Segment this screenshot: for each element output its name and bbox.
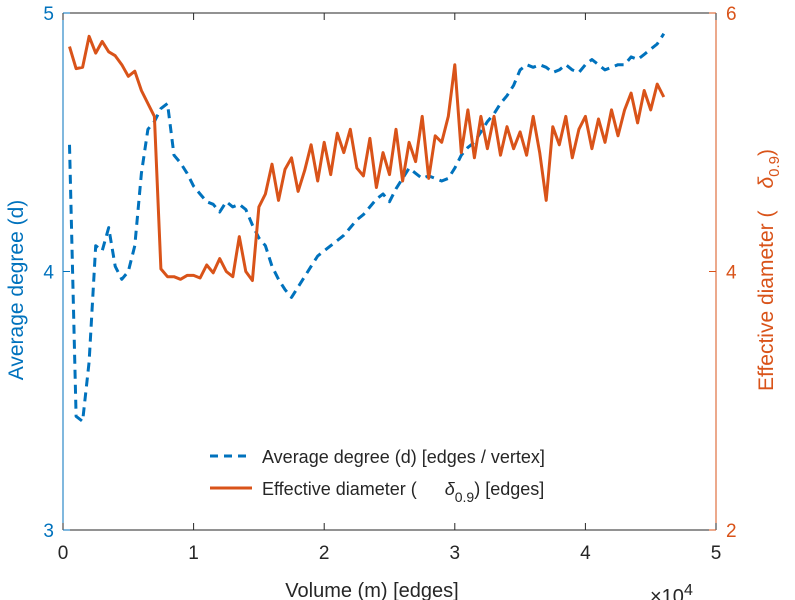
- legend: Average degree (d) [edges / vertex] Effe…: [210, 447, 545, 505]
- y-ticks-left: 3 4 5: [43, 4, 70, 542]
- y-left-tick-label: 3: [43, 521, 54, 542]
- x-tick-label: 4: [580, 543, 591, 564]
- y-axis-label-right-prefix: Effective diameter (: [755, 211, 778, 392]
- y-axis-label-right-suffix: ): [755, 149, 778, 156]
- y-right-tick-label: 4: [726, 263, 737, 284]
- y-right-tick-label: 2: [726, 521, 737, 542]
- legend-label-eff-diameter: Effective diameter ( δ0.9) [edges]: [262, 479, 544, 505]
- legend-label-avg-degree: Average degree (d) [edges / vertex]: [262, 447, 545, 467]
- x-tick-label: 0: [58, 543, 69, 564]
- legend-eff-symbol: δ: [445, 479, 456, 499]
- y-left-tick-label: 5: [43, 4, 54, 25]
- series-layer: [68, 32, 666, 423]
- legend-eff-sub: 0.9: [455, 489, 475, 505]
- x-axis-label: Volume (m) [edges]: [285, 580, 458, 600]
- y-right-tick-label: 6: [726, 4, 737, 25]
- series-line-eff-diameter: [68, 34, 666, 282]
- x-tick-label: 3: [450, 543, 461, 564]
- x-tick-label: 1: [188, 543, 199, 564]
- x-tick-label: 2: [319, 543, 330, 564]
- legend-eff-prefix: Effective diameter (: [262, 479, 417, 499]
- x-tick-label: 5: [711, 543, 722, 564]
- y-axis-label-right: Effective diameter ( δ0.9): [755, 149, 783, 391]
- x-exponent-base: ×10: [650, 586, 684, 600]
- x-exponent-power: 4: [684, 582, 693, 599]
- y-axis-label-right-symbol: δ: [755, 177, 778, 189]
- x-exponent-label: ×104: [650, 582, 693, 600]
- y-axis-label-left: Average degree (d): [5, 200, 28, 381]
- series-line-avg-degree: [68, 32, 666, 423]
- y-left-tick-label: 4: [43, 263, 54, 284]
- y-ticks-right: 2 4 6: [709, 4, 737, 542]
- y-axis-label-right-sub: 0.9: [766, 156, 783, 177]
- x-ticks: 0 1 2 3 4 5: [58, 13, 722, 564]
- legend-eff-suffix: ) [edges]: [474, 479, 544, 499]
